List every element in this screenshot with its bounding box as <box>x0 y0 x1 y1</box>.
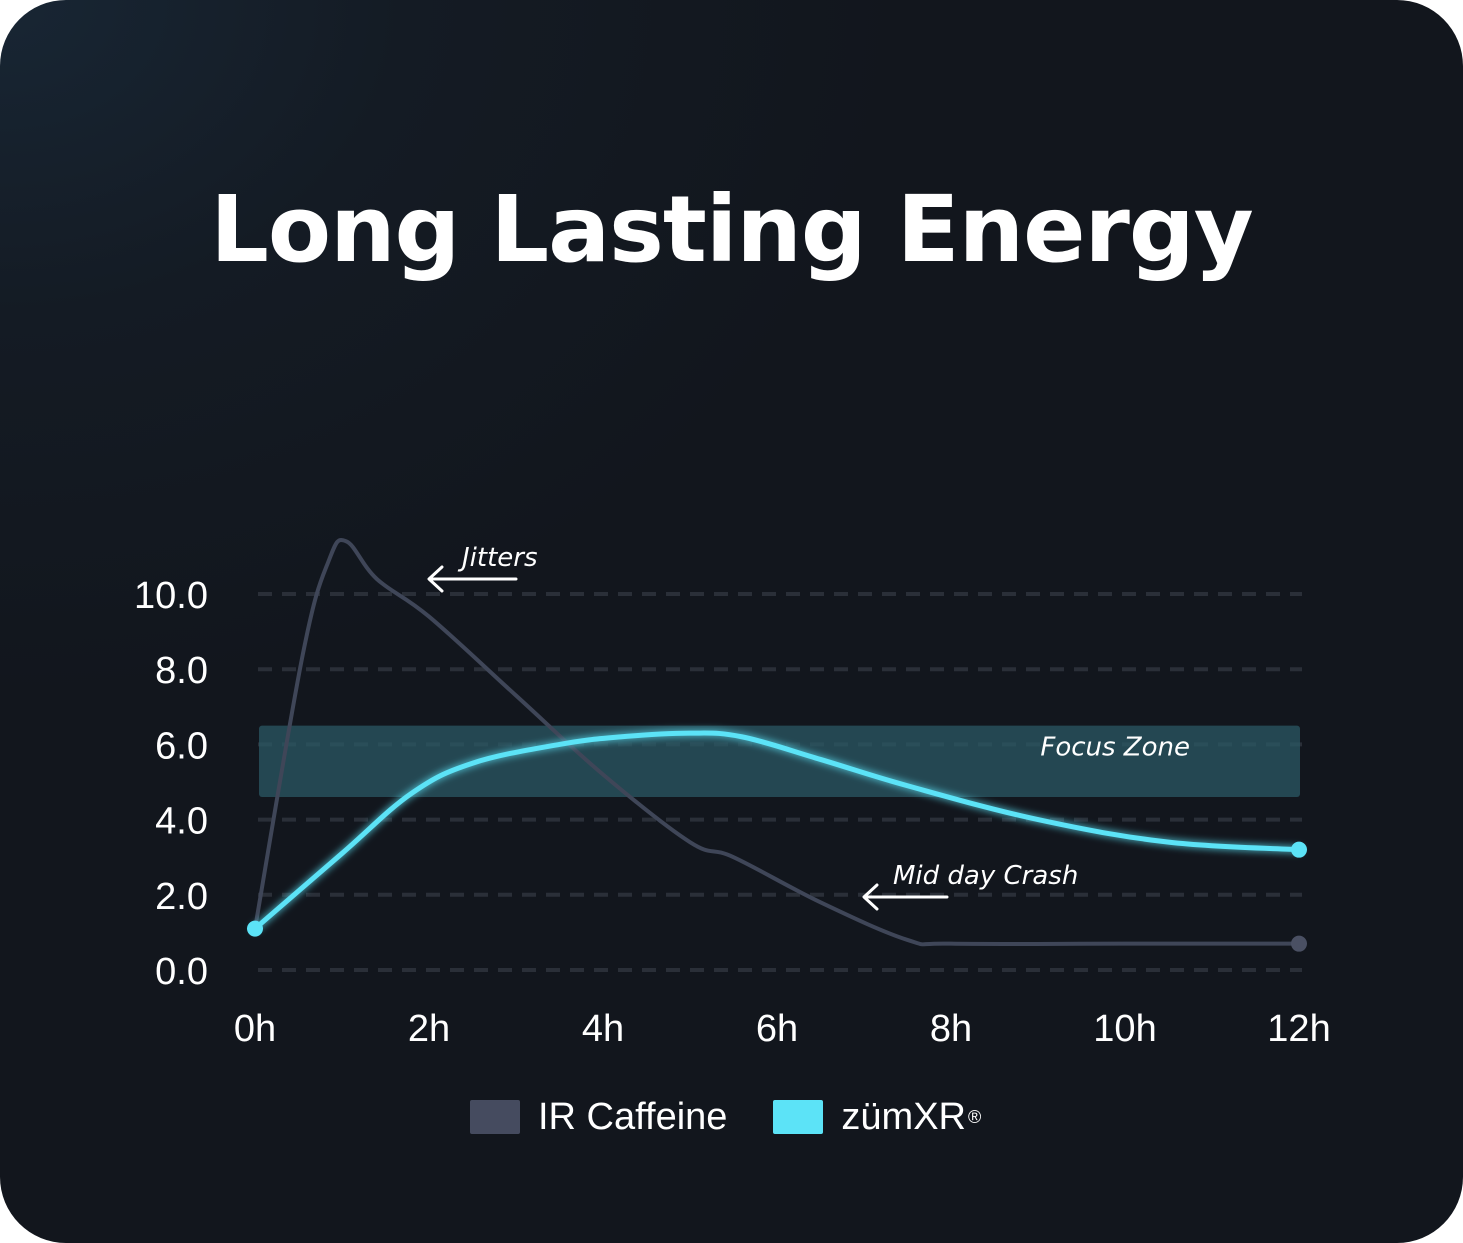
legend-label-zumxr: zümXR <box>841 1095 966 1138</box>
x-tick-label: 0h <box>234 1008 276 1050</box>
end-point-ir-caffeine <box>1291 935 1307 952</box>
chart-title: Long Lasting Energy <box>210 176 1254 283</box>
y-tick-label: 10.0 <box>134 575 208 617</box>
x-tick-label: 10h <box>1093 1008 1156 1050</box>
legend: IR Caffeine zümXR ® <box>470 1092 1027 1142</box>
focus-zone-label: Focus Zone <box>1040 733 1190 763</box>
x-tick-label: 12h <box>1267 1008 1330 1050</box>
series-lines <box>247 538 1307 952</box>
bands: Focus Zone <box>259 725 1300 798</box>
jitters-label: Jitters <box>457 543 538 573</box>
x-tick-label: 8h <box>930 1008 972 1050</box>
x-tick-label: 4h <box>582 1008 624 1050</box>
mid-day-crash-arrow-icon <box>862 883 949 911</box>
legend-item-zumxr: zümXR ® <box>773 1096 981 1139</box>
x-axis-ticks: 0h 2h 4h 6h 8h 10h 12h <box>234 1008 1331 1050</box>
y-tick-label: 0.0 <box>155 951 208 993</box>
legend-swatch-ir-caffeine <box>470 1100 520 1134</box>
start-point <box>247 920 263 937</box>
series-line-ir-caffeine <box>253 538 1301 947</box>
end-point-zumxr <box>1291 841 1307 858</box>
y-tick-label: 2.0 <box>155 876 208 918</box>
annotations: Jitters Mid day Crash <box>427 543 1078 911</box>
series-line-zumxr <box>252 730 1302 932</box>
focus-zone-band <box>259 725 1300 798</box>
y-tick-label: 4.0 <box>155 801 208 843</box>
legend-swatch-zumxr <box>773 1100 824 1134</box>
x-tick-label: 2h <box>408 1008 450 1050</box>
x-tick-label: 6h <box>756 1008 798 1050</box>
y-tick-label: 6.0 <box>155 725 208 767</box>
mid-day-crash-label: Mid day Crash <box>893 861 1078 891</box>
legend-label-ir-caffeine: IR Caffeine <box>538 1095 728 1138</box>
legend-item-ir-caffeine: IR Caffeine <box>470 1096 727 1139</box>
registered-mark: ® <box>967 1106 982 1127</box>
y-tick-label: 8.0 <box>155 650 208 692</box>
y-axis-ticks: 0.0 2.0 4.0 6.0 8.0 10.0 <box>134 575 208 993</box>
jitters-arrow-icon <box>427 565 518 593</box>
